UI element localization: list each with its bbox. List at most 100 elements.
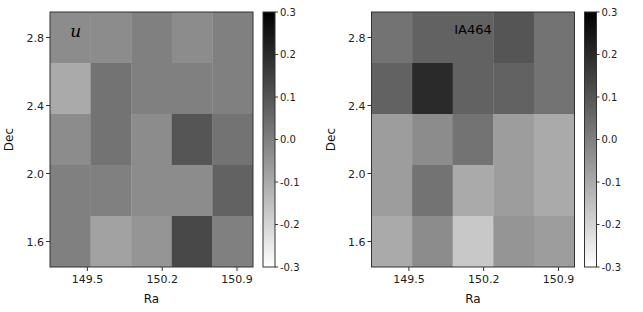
- x-tick-label: 150.9: [221, 273, 253, 286]
- y-axis-label: Dec: [2, 128, 16, 151]
- heatmap-cell: [172, 63, 213, 114]
- colorbar-tick-label: -0.3: [280, 262, 300, 273]
- heatmap-cell: [91, 216, 132, 267]
- x-tick-label: 150.2: [146, 273, 178, 286]
- y-tick: [46, 37, 50, 38]
- y-tick-label: 2.8: [27, 32, 45, 45]
- heatmap-cell: [172, 216, 213, 267]
- y-tick: [368, 37, 372, 38]
- heatmap-cell: [50, 12, 91, 63]
- heatmap-cell: [493, 12, 534, 63]
- heatmap-cell: [212, 216, 253, 267]
- heatmap-cell: [212, 165, 253, 216]
- y-tick: [368, 173, 372, 174]
- heatmap-cell: [372, 216, 413, 267]
- heatmap-cell: [534, 114, 575, 165]
- heatmap-cell: [453, 12, 494, 63]
- colorbar-tick-label: -0.2: [280, 219, 300, 230]
- y-tick-label: 2.4: [348, 100, 366, 113]
- heatmap-cell: [91, 12, 132, 63]
- cells: [50, 12, 253, 267]
- y-tick: [46, 105, 50, 106]
- colorbar-tick-label: 0.3: [602, 7, 618, 18]
- y-tick-label: 2.4: [27, 100, 45, 113]
- colorbar-tick: [275, 54, 278, 55]
- y-axis-label: Dec: [324, 128, 338, 151]
- colorbar-tick-label: -0.1: [602, 177, 622, 188]
- heatmap-cell: [493, 63, 534, 114]
- y-tick-label: 1.6: [27, 236, 45, 249]
- x-tick-label: 150.9: [543, 273, 575, 286]
- heatmap-cell: [372, 12, 413, 63]
- heatmap-cell: [534, 216, 575, 267]
- chart-root: 149.5 150.2 150.9 1.6 2.0 2.4 2.8 Ra Dec u 0.3 0.2 0…: [0, 0, 643, 312]
- y-tick: [368, 241, 372, 242]
- heatmap-cell: [91, 165, 132, 216]
- x-tick: [408, 267, 409, 271]
- heatmap-cell: [453, 63, 494, 114]
- heatmap-cell: [534, 63, 575, 114]
- panel: 149.5150.2150.91.62.02.42.8RaDecu0.30.20…: [2, 7, 300, 307]
- heatmap-cell: [372, 114, 413, 165]
- colorbar-tick: [275, 182, 278, 183]
- x-axis-label: Ra: [465, 292, 480, 306]
- y-tick-label: 2.0: [27, 168, 45, 181]
- colorbar-tick: [275, 139, 278, 140]
- heatmap-cell: [412, 216, 453, 267]
- heatmap-cell: [131, 12, 172, 63]
- heatmap-cell: [534, 12, 575, 63]
- heatmap-cell: [172, 165, 213, 216]
- heatmap-cell: [91, 114, 132, 165]
- heatmap-cell: [453, 114, 494, 165]
- colorbar-tick-label: -0.1: [280, 177, 300, 188]
- annotation: u: [70, 21, 81, 41]
- heatmap-cell: [50, 216, 91, 267]
- y-tick: [368, 105, 372, 106]
- heatmap-cell: [131, 165, 172, 216]
- heatmap-cell: [50, 165, 91, 216]
- y-tick-label: 2.8: [348, 32, 366, 45]
- heatmap-cell: [412, 12, 453, 63]
- colorbar-tick: [597, 182, 600, 183]
- annotation: IA464: [454, 22, 492, 37]
- y-tick-label: 1.6: [348, 236, 366, 249]
- plot-frame: [50, 12, 253, 267]
- heatmap-cell: [453, 165, 494, 216]
- colorbar-tick: [597, 97, 600, 98]
- heatmap-cell: [412, 165, 453, 216]
- heatmap-cell: [50, 63, 91, 114]
- colorbar-tick: [275, 224, 278, 225]
- x-tick: [483, 267, 484, 271]
- plot-frame: [372, 12, 575, 267]
- colorbar-tick: [275, 12, 278, 13]
- heatmap-cell: [212, 63, 253, 114]
- colorbar-tick: [597, 12, 600, 13]
- heatmap-cell: [372, 63, 413, 114]
- colorbar-tick-label: 0.2: [280, 49, 296, 60]
- heatmap-cell: [412, 63, 453, 114]
- y-tick-label: 2.0: [348, 168, 366, 181]
- heatmap-cell: [172, 114, 213, 165]
- colorbar-tick-label: 0.0: [602, 134, 618, 145]
- colorbar-tick: [597, 224, 600, 225]
- colorbar-tick-label: -0.2: [602, 219, 622, 230]
- heatmap-cell: [212, 114, 253, 165]
- x-tick: [162, 267, 163, 271]
- x-axis-label: Ra: [144, 292, 159, 306]
- heatmap-cell: [493, 165, 534, 216]
- x-tick-label: 149.5: [393, 273, 425, 286]
- cells: [372, 12, 575, 267]
- heatmap-cell: [91, 63, 132, 114]
- colorbar-tick: [597, 139, 600, 140]
- y-tick: [46, 241, 50, 242]
- x-tick: [87, 267, 88, 271]
- heatmap-cell: [412, 114, 453, 165]
- x-tick: [236, 267, 237, 271]
- heatmap-cell: [372, 165, 413, 216]
- heatmap-cell: [172, 12, 213, 63]
- colorbar-tick-label: 0.2: [602, 49, 618, 60]
- colorbar-tick-label: 0.1: [280, 92, 296, 103]
- heatmap-cell: [212, 12, 253, 63]
- colorbar-tick: [275, 267, 278, 268]
- panel: 149.5150.2150.91.62.02.42.8RaDecIA4640.3…: [324, 7, 622, 307]
